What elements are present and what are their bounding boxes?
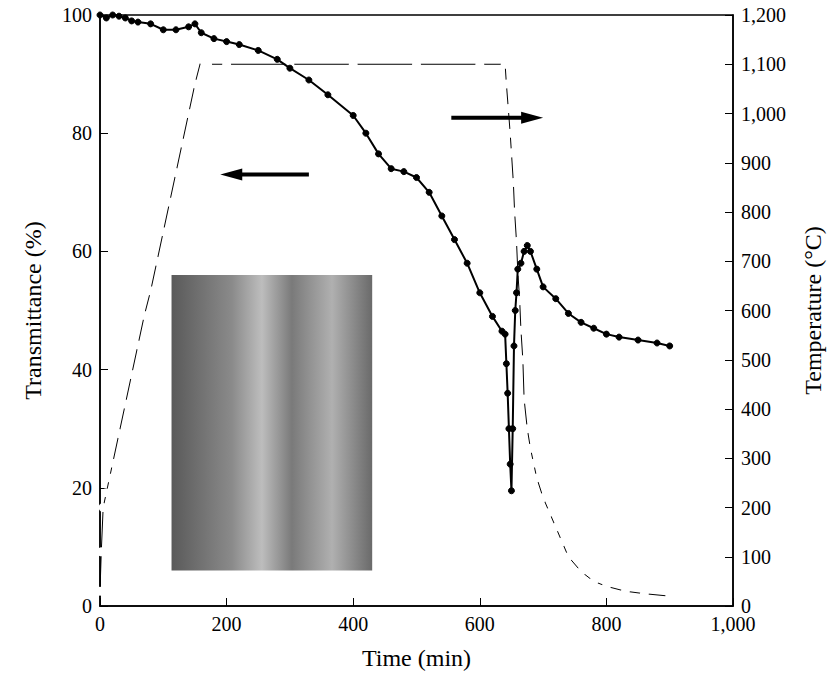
svg-text:1,100: 1,100 <box>741 53 786 75</box>
svg-text:100: 100 <box>62 4 92 26</box>
svg-text:600: 600 <box>741 300 771 322</box>
svg-text:400: 400 <box>741 398 771 420</box>
svg-text:Time (min): Time (min) <box>362 645 471 671</box>
svg-text:900: 900 <box>741 152 771 174</box>
svg-text:80: 80 <box>72 122 92 144</box>
svg-text:1,200: 1,200 <box>741 4 786 26</box>
svg-text:800: 800 <box>741 201 771 223</box>
svg-text:0: 0 <box>82 595 92 617</box>
svg-text:Transmittance (%): Transmittance (%) <box>20 221 46 399</box>
svg-text:400: 400 <box>338 613 368 635</box>
svg-text:800: 800 <box>591 613 621 635</box>
svg-text:Temperature (°C): Temperature (°C) <box>800 226 826 395</box>
svg-text:60: 60 <box>72 240 92 262</box>
svg-text:200: 200 <box>741 497 771 519</box>
svg-text:40: 40 <box>72 359 92 381</box>
svg-text:700: 700 <box>741 250 771 272</box>
svg-text:100: 100 <box>741 546 771 568</box>
svg-text:600: 600 <box>465 613 495 635</box>
svg-text:1,000: 1,000 <box>711 613 756 635</box>
svg-text:20: 20 <box>72 477 92 499</box>
svg-text:0: 0 <box>95 613 105 635</box>
svg-text:300: 300 <box>741 447 771 469</box>
svg-text:200: 200 <box>212 613 242 635</box>
svg-text:500: 500 <box>741 349 771 371</box>
svg-text:1,000: 1,000 <box>741 103 786 125</box>
svg-text:0: 0 <box>741 595 751 617</box>
